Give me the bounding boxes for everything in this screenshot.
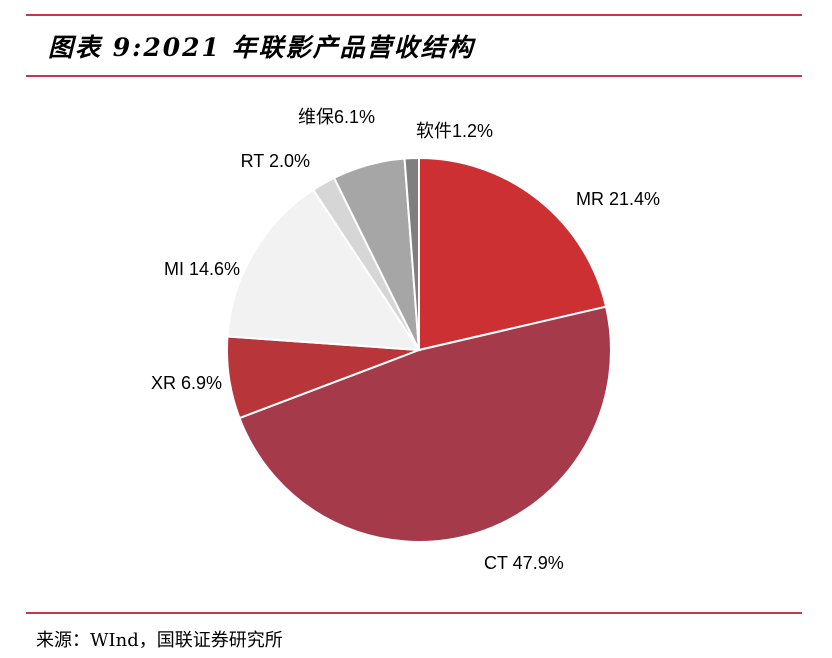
pie-slice-1 (418, 156, 608, 352)
slice-label-6: 维保6.1% (298, 107, 375, 127)
pie-slice-4 (226, 188, 421, 352)
top-rule (26, 14, 802, 16)
slice-label-7: 软件1.2% (416, 121, 493, 141)
slice-label-1: MR 21.4% (576, 189, 660, 209)
chart-title: 图表 9:2021 年联影产品营收结构 (48, 33, 475, 62)
title-rule (26, 75, 802, 77)
source-note: 来源：WInd，国联证券研究所 (36, 630, 283, 651)
bottom-rule (26, 612, 802, 614)
slice-label-2: CT 47.9% (484, 553, 564, 573)
slice-label-4: MI 14.6% (164, 259, 240, 279)
pie-slice-7 (403, 156, 420, 351)
slice-label-3: XR 6.9% (151, 373, 222, 393)
slice-label-5: RT 2.0% (241, 151, 310, 171)
pie-chart: MR 21.4% CT 47.9% XR 6.9% MI 14.6% RT 2.0% 维保… (151, 107, 660, 573)
pie-slice-2 (238, 305, 612, 543)
